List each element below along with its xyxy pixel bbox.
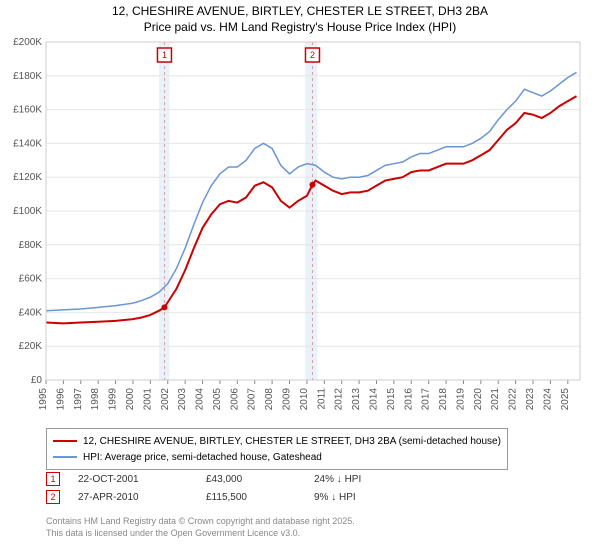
x-axis-label: 2006: [229, 388, 240, 411]
sales-row: 2 27-APR-2010 £115,500 9% ↓ HPI: [46, 488, 361, 506]
x-axis-label: 2025: [560, 388, 571, 411]
x-axis-label: 2003: [177, 388, 188, 411]
y-axis-label: £80K: [19, 240, 43, 251]
footer-line-2: This data is licensed under the Open Gov…: [46, 528, 355, 540]
y-axis-label: £140K: [13, 138, 42, 149]
x-axis-label: 2021: [490, 388, 501, 411]
x-axis-label: 2004: [195, 388, 206, 411]
svg-text:1: 1: [162, 50, 167, 60]
y-axis-label: £40K: [19, 307, 43, 318]
y-axis-label: £60K: [19, 274, 43, 285]
x-axis-label: 2012: [334, 388, 345, 411]
sale-marker-badge: 1: [157, 48, 171, 62]
sale-marker-badge: 2: [305, 48, 319, 62]
legend-label: 12, CHESHIRE AVENUE, BIRTLEY, CHESTER LE…: [83, 436, 501, 447]
x-axis-label: 1997: [73, 388, 84, 411]
legend-row: 12, CHESHIRE AVENUE, BIRTLEY, CHESTER LE…: [53, 433, 501, 449]
x-axis-label: 2019: [455, 388, 466, 411]
x-axis-label: 2020: [473, 388, 484, 411]
x-axis-label: 1999: [108, 388, 119, 411]
x-axis-label: 2024: [542, 388, 553, 411]
legend-box: 12, CHESHIRE AVENUE, BIRTLEY, CHESTER LE…: [46, 428, 508, 470]
x-axis-label: 2008: [264, 388, 275, 411]
x-axis-label: 2016: [403, 388, 414, 411]
sale-delta: 24% ↓ HPI: [314, 474, 361, 485]
legend-swatch: [53, 456, 77, 458]
x-axis-label: 2009: [282, 388, 293, 411]
x-axis-label: 1996: [55, 388, 66, 411]
x-axis-label: 2017: [421, 388, 432, 411]
y-axis-label: £180K: [13, 71, 42, 82]
sale-marker-icon: 1: [46, 472, 60, 486]
x-axis-label: 2002: [160, 388, 171, 411]
sales-row: 1 22-OCT-2001 £43,000 24% ↓ HPI: [46, 470, 361, 488]
chart-title-block: 12, CHESHIRE AVENUE, BIRTLEY, CHESTER LE…: [0, 0, 600, 37]
x-axis-label: 2013: [351, 388, 362, 411]
sale-marker-icon: 2: [46, 490, 60, 504]
footer-attribution: Contains HM Land Registry data © Crown c…: [46, 516, 355, 539]
footer-line-1: Contains HM Land Registry data © Crown c…: [46, 516, 355, 528]
x-axis-label: 2023: [525, 388, 536, 411]
sale-date: 27-APR-2010: [78, 492, 188, 503]
x-axis-label: 2010: [299, 388, 310, 411]
price-chart: £0 £20K £40K £60K £80K £100K £120K £140K £160K £1…: [0, 0, 600, 426]
x-axis-label: 2022: [508, 388, 519, 411]
sale-price: £43,000: [206, 474, 296, 485]
sale-delta: 9% ↓ HPI: [314, 492, 356, 503]
y-axis-label: £0: [31, 375, 43, 386]
x-axis-label: 1998: [90, 388, 101, 411]
title-line-1: 12, CHESHIRE AVENUE, BIRTLEY, CHESTER LE…: [0, 4, 600, 20]
legend-row: HPI: Average price, semi-detached house,…: [53, 449, 501, 465]
x-axis-label: 2011: [316, 388, 327, 410]
x-axis-label: 2001: [142, 388, 153, 411]
y-axis-label: £100K: [13, 206, 42, 217]
x-axis-label: 2015: [386, 388, 397, 411]
sale-date: 22-OCT-2001: [78, 474, 188, 485]
x-axis-label: 2005: [212, 388, 223, 411]
legend-swatch: [53, 440, 77, 442]
x-axis-label: 2007: [247, 388, 258, 411]
x-axis-label: 2014: [368, 388, 379, 411]
y-axis-label: £20K: [19, 341, 43, 352]
svg-text:2: 2: [310, 50, 315, 60]
y-axis-label: £200K: [13, 37, 42, 48]
x-axis-label: 2018: [438, 388, 449, 411]
y-axis-label: £160K: [13, 105, 42, 116]
legend-label: HPI: Average price, semi-detached house,…: [83, 452, 322, 463]
y-axis-label: £120K: [13, 172, 42, 183]
title-line-2: Price paid vs. HM Land Registry's House …: [0, 20, 600, 36]
sale-price: £115,500: [206, 492, 296, 503]
sales-table: 1 22-OCT-2001 £43,000 24% ↓ HPI 2 27-APR-2010…: [46, 470, 361, 506]
x-axis-label: 2000: [125, 388, 136, 411]
x-axis-label: 1995: [38, 388, 49, 411]
